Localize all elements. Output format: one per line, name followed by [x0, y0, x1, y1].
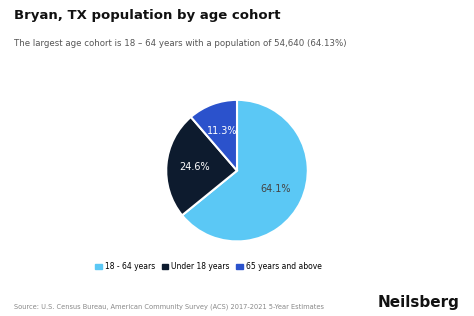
Text: The largest age cohort is 18 – 64 years with a population of 54,640 (64.13%): The largest age cohort is 18 – 64 years … [14, 40, 346, 48]
Text: Source: U.S. Census Bureau, American Community Survey (ACS) 2017-2021 5-Year Est: Source: U.S. Census Bureau, American Com… [14, 303, 324, 310]
Wedge shape [182, 100, 308, 241]
Text: 24.6%: 24.6% [179, 162, 210, 172]
Text: Bryan, TX population by age cohort: Bryan, TX population by age cohort [14, 9, 281, 22]
Text: 64.1%: 64.1% [260, 184, 291, 194]
Wedge shape [166, 117, 237, 215]
Legend: 18 - 64 years, Under 18 years, 65 years and above: 18 - 64 years, Under 18 years, 65 years … [95, 262, 322, 271]
Text: 11.3%: 11.3% [207, 126, 237, 136]
Wedge shape [191, 100, 237, 171]
Text: Neilsberg: Neilsberg [378, 295, 460, 310]
